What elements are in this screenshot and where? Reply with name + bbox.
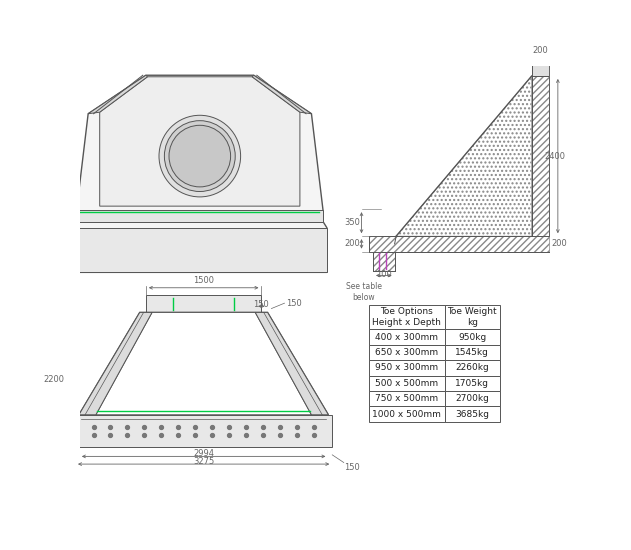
Text: 650 x 300mm: 650 x 300mm <box>375 348 439 357</box>
Polygon shape <box>73 75 327 272</box>
Text: 750 x 500mm: 750 x 500mm <box>375 394 439 403</box>
Polygon shape <box>146 295 261 312</box>
Text: 150: 150 <box>345 463 360 472</box>
Text: 200: 200 <box>345 239 360 249</box>
Bar <box>369 391 445 406</box>
Polygon shape <box>79 312 328 415</box>
Text: 150: 150 <box>254 300 269 309</box>
Text: 1500: 1500 <box>193 276 214 285</box>
Text: 2200: 2200 <box>44 375 64 384</box>
Bar <box>369 329 445 345</box>
Bar <box>445 406 500 422</box>
Bar <box>445 345 500 360</box>
Text: Toe Options
Height x Depth: Toe Options Height x Depth <box>372 307 441 327</box>
Polygon shape <box>532 62 548 76</box>
Text: 200: 200 <box>533 46 548 55</box>
Bar <box>445 391 500 406</box>
Text: 500 x 500mm: 500 x 500mm <box>375 379 439 388</box>
Text: 350: 350 <box>344 218 360 227</box>
Text: 950kg: 950kg <box>458 333 487 342</box>
Polygon shape <box>100 77 300 206</box>
Polygon shape <box>369 236 548 251</box>
Text: 200: 200 <box>551 239 567 249</box>
Text: 2700kg: 2700kg <box>456 394 489 403</box>
Text: 1545kg: 1545kg <box>456 348 489 357</box>
Polygon shape <box>373 251 394 271</box>
Bar <box>445 376 500 391</box>
Text: 3685kg: 3685kg <box>456 410 490 419</box>
Polygon shape <box>532 76 548 236</box>
Bar <box>445 360 500 376</box>
Bar <box>445 305 500 329</box>
Polygon shape <box>75 415 333 447</box>
Text: Toe Weight
kg: Toe Weight kg <box>447 307 497 327</box>
Bar <box>369 406 445 422</box>
Polygon shape <box>79 312 152 415</box>
Polygon shape <box>396 76 532 236</box>
Text: 400 x 300mm: 400 x 300mm <box>375 333 439 342</box>
Polygon shape <box>88 75 148 114</box>
Bar <box>445 329 500 345</box>
Circle shape <box>159 116 240 197</box>
Text: 950 x 300mm: 950 x 300mm <box>375 364 439 372</box>
Text: 2260kg: 2260kg <box>456 364 489 372</box>
Text: 1000 x 500mm: 1000 x 500mm <box>372 410 441 419</box>
Text: See table
below: See table below <box>346 282 382 302</box>
Bar <box>369 376 445 391</box>
Circle shape <box>169 125 230 187</box>
Polygon shape <box>73 228 327 272</box>
Text: 2400: 2400 <box>545 152 565 161</box>
Bar <box>369 305 445 329</box>
Text: 100: 100 <box>376 270 392 278</box>
Text: 1705kg: 1705kg <box>456 379 490 388</box>
Polygon shape <box>252 75 312 114</box>
Polygon shape <box>256 312 328 415</box>
Bar <box>369 360 445 376</box>
Text: 150: 150 <box>286 299 302 307</box>
Text: 2994: 2994 <box>193 449 214 458</box>
Text: 3275: 3275 <box>193 456 215 466</box>
Polygon shape <box>96 312 312 415</box>
Bar <box>369 345 445 360</box>
Polygon shape <box>76 210 323 222</box>
Circle shape <box>165 120 235 191</box>
